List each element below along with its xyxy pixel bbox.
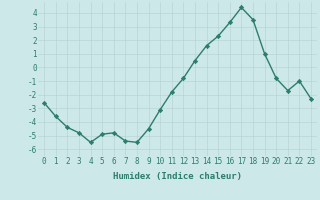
- X-axis label: Humidex (Indice chaleur): Humidex (Indice chaleur): [113, 172, 242, 181]
